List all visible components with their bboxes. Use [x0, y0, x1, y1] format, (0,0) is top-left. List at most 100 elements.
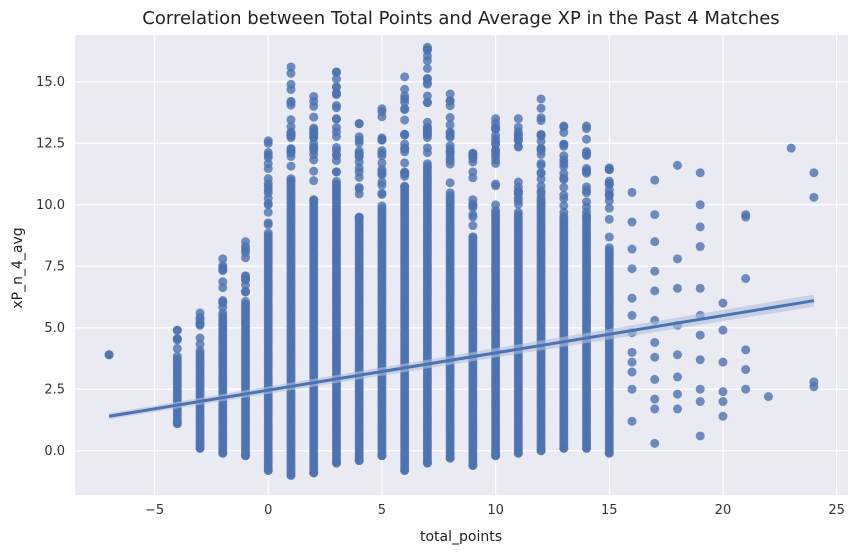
data-point [718, 397, 728, 407]
data-point [695, 355, 705, 365]
data-point [559, 161, 569, 171]
data-point [672, 283, 682, 293]
data-point [422, 143, 432, 153]
data-point [468, 202, 478, 212]
data-point [172, 334, 182, 344]
data-point [354, 167, 364, 177]
data-point [377, 189, 387, 199]
data-point [218, 254, 228, 264]
data-point [604, 164, 614, 174]
data-point [672, 404, 682, 414]
data-point [650, 237, 660, 247]
data-point [513, 114, 523, 124]
data-point [650, 394, 660, 404]
data-point [377, 201, 387, 211]
data-point [422, 56, 432, 66]
data-point [263, 174, 273, 184]
data-point [536, 129, 546, 139]
data-point [559, 201, 569, 211]
data-point [331, 67, 341, 77]
data-point [695, 397, 705, 407]
data-point [672, 350, 682, 360]
data-point [491, 206, 501, 216]
x-tick-label: −5 [145, 503, 164, 518]
data-point [741, 274, 751, 284]
data-point [604, 243, 614, 253]
data-point [695, 431, 705, 441]
data-point [400, 115, 410, 125]
data-point [400, 130, 410, 140]
data-point [536, 149, 546, 159]
data-point [741, 384, 751, 394]
data-point [741, 212, 751, 222]
data-point [695, 283, 705, 293]
data-point [218, 283, 228, 293]
data-point [650, 352, 660, 362]
data-point [559, 139, 569, 149]
data-point [627, 187, 637, 197]
data-point [627, 416, 637, 426]
data-point [445, 188, 455, 198]
data-point [400, 72, 410, 82]
y-tick-label: 7.5 [44, 260, 65, 275]
data-point [763, 392, 773, 402]
data-point [513, 177, 523, 187]
data-point [104, 350, 114, 360]
regression-layer [108, 294, 815, 420]
data-point [263, 150, 273, 160]
data-point [468, 221, 478, 231]
x-tick-label: 10 [487, 503, 504, 518]
data-point [445, 89, 455, 99]
data-point [559, 193, 569, 203]
data-point [377, 107, 387, 117]
data-point [491, 139, 501, 149]
data-point [582, 202, 592, 212]
data-point [672, 254, 682, 264]
data-point [559, 127, 569, 137]
data-point [309, 125, 319, 135]
data-point [627, 347, 637, 357]
data-point [422, 63, 432, 73]
data-point [604, 203, 614, 213]
data-point [559, 182, 569, 192]
data-point [172, 343, 182, 353]
data-point [468, 195, 478, 205]
data-point [445, 128, 455, 138]
data-point [513, 136, 523, 146]
data-point [741, 345, 751, 355]
data-point [422, 91, 432, 101]
data-point [604, 214, 614, 224]
data-point [309, 101, 319, 111]
data-point [627, 310, 637, 320]
data-point [627, 244, 637, 254]
data-point [650, 286, 660, 296]
data-point [263, 163, 273, 173]
data-point [513, 186, 523, 196]
data-point [331, 176, 341, 186]
data-point [809, 192, 819, 202]
data-point [172, 325, 182, 335]
data-point [536, 103, 546, 113]
data-point [331, 132, 341, 142]
data-point [286, 129, 296, 139]
data-point [513, 207, 523, 217]
y-tick-label: 2.5 [44, 383, 65, 398]
data-point [309, 195, 319, 205]
data-point [286, 151, 296, 161]
y-tick-label: 5.0 [44, 321, 65, 336]
data-point [195, 346, 205, 356]
data-point [400, 143, 410, 153]
data-point [286, 144, 296, 154]
data-point [718, 411, 728, 421]
data-point [377, 133, 387, 143]
data-point [536, 188, 546, 198]
data-point [718, 387, 728, 397]
gridlines [75, 35, 848, 495]
data-point [627, 293, 637, 303]
data-point [422, 127, 432, 137]
x-tick-label: 5 [378, 503, 386, 518]
y-tick-label: 0.0 [44, 444, 65, 459]
data-point [400, 105, 410, 115]
